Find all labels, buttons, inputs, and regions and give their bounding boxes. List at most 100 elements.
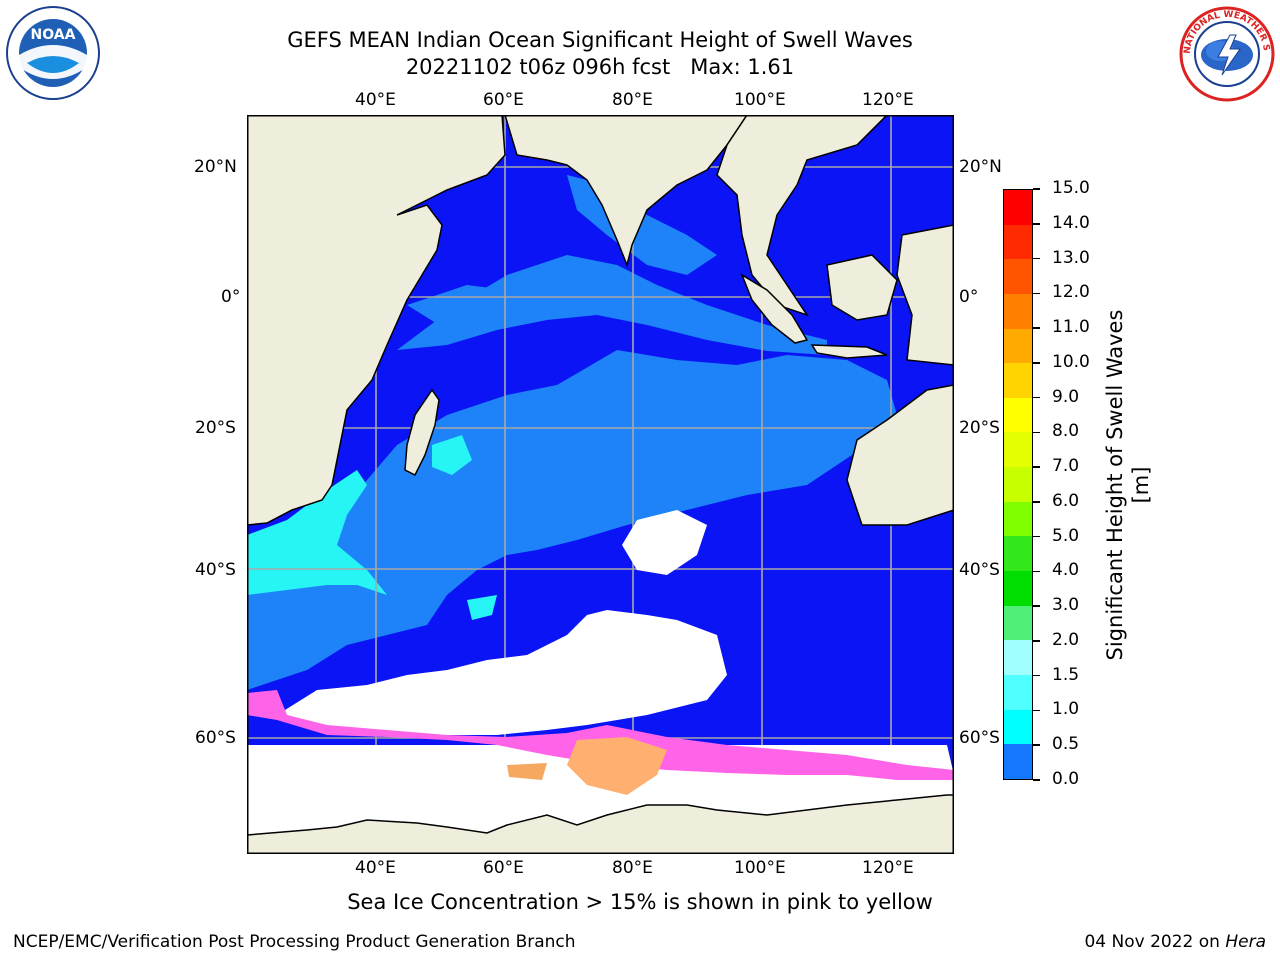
lon-label-top-40e: 40°E — [355, 90, 396, 110]
colorbar-segment — [1004, 363, 1032, 398]
sea-ice-conc-yellow — [567, 737, 667, 795]
colorbar-tick-mark — [1033, 431, 1040, 434]
land-east-indonesia — [896, 224, 954, 366]
lat-label-left-40s: 40°S — [195, 560, 236, 580]
land-borneo — [826, 254, 898, 321]
lat-label-right-20s: 20°S — [959, 418, 1000, 438]
colorbar-segment — [1004, 432, 1032, 468]
colorbar-tick-label: 1.5 — [1052, 664, 1080, 685]
swell-high-region — [247, 470, 387, 595]
colorbar-tick-mark — [1033, 501, 1040, 503]
lat-label-right-40s: 40°S — [959, 560, 1000, 580]
land-antarctica — [247, 794, 954, 854]
colorbar-tick-mark — [1033, 640, 1040, 642]
colorbar-segment — [1004, 224, 1032, 260]
colorbar-tick-mark — [1033, 466, 1040, 468]
colorbar-tick-label: 10.0 — [1052, 351, 1090, 372]
lon-label-bottom-120e: 120°E — [862, 858, 914, 878]
colorbar-segment — [1004, 640, 1032, 675]
colorbar-tick-mark — [1033, 257, 1040, 260]
colorbar-segment — [1004, 328, 1032, 364]
colorbar-segment — [1004, 605, 1032, 641]
title-line2: 20221102 t06z 096h fcst Max: 1.61 — [405, 55, 795, 79]
colorbar-tick-label: 1.0 — [1052, 699, 1080, 720]
colorbar-segment — [1004, 397, 1032, 433]
colorbar-segment — [1004, 536, 1032, 572]
footer-date-text: 04 Nov 2022 on — [1084, 932, 1226, 952]
lon-label-top-120e: 120°E — [862, 90, 914, 110]
colorbar-tick-label: 2.0 — [1052, 629, 1080, 650]
lon-label-top-100e: 100°E — [734, 90, 786, 110]
colorbar-label: Significant Height of Swell Waves [m] — [1103, 309, 1153, 661]
colorbar-tick-label: 14.0 — [1052, 212, 1090, 233]
swell-high-patch2 — [467, 595, 497, 620]
colorbar-tick-label: 7.0 — [1052, 456, 1080, 477]
colorbar-tick-mark — [1033, 362, 1040, 364]
lat-label-left-60s: 60°S — [195, 728, 236, 748]
colorbar-segment — [1004, 259, 1032, 294]
colorbar-tick-label: 15.0 — [1052, 178, 1090, 198]
colorbar-segment — [1004, 293, 1032, 329]
colorbar-tick-mark — [1033, 744, 1040, 746]
colorbar-tick-mark — [1033, 605, 1040, 607]
colorbar-tick-mark — [1033, 188, 1040, 190]
colorbar-tick-label: 12.0 — [1052, 282, 1090, 303]
noaa-logo-text: NOAA — [31, 27, 76, 43]
lat-label-right-60s: 60°S — [959, 728, 1000, 748]
lon-label-bottom-40e: 40°E — [355, 858, 396, 878]
colorbar-tick-mark — [1033, 223, 1040, 225]
land-africa-arabia — [247, 115, 506, 526]
colorbar-segment — [1004, 571, 1032, 606]
colorbar-tick-label: 6.0 — [1052, 490, 1080, 511]
colorbar-segment — [1004, 744, 1032, 779]
colorbar — [1003, 189, 1033, 780]
lon-label-top-80e: 80°E — [612, 90, 653, 110]
land-java — [810, 344, 888, 359]
colorbar-tick-label: 0.0 — [1052, 769, 1080, 789]
footer-host: Hera — [1225, 932, 1266, 952]
lon-label-top-60e: 60°E — [483, 90, 524, 110]
colorbar-tick-label: 9.0 — [1052, 386, 1080, 407]
colorbar-segment — [1004, 501, 1032, 537]
colorbar-tick-label: 5.0 — [1052, 525, 1080, 546]
colorbar-tick-label: 0.5 — [1052, 734, 1080, 755]
land-se-asia — [716, 115, 889, 317]
lat-label-left-0: 0° — [221, 287, 241, 307]
sea-ice-white — [277, 610, 727, 735]
colorbar-tick-mark — [1033, 570, 1040, 573]
lon-label-bottom-60e: 60°E — [483, 858, 524, 878]
colorbar-tick-label: 8.0 — [1052, 421, 1080, 442]
nws-logo-icon: NATIONAL WEATHER SERVICE — [1175, 0, 1276, 103]
land-australia — [846, 384, 954, 526]
lon-label-bottom-100e: 100°E — [734, 858, 786, 878]
lat-label-left-20s: 20°S — [195, 418, 236, 438]
footer-org: NCEP/EMC/Verification Post Processing Pr… — [13, 932, 576, 952]
lat-label-left-20n: 20°N — [194, 157, 237, 177]
footer-date: 04 Nov 2022 on Hera — [1084, 932, 1266, 952]
sea-ice-conc-yellow2 — [507, 763, 547, 780]
sea-ice-note: Sea Ice Concentration > 15% is shown in … — [347, 890, 933, 914]
lat-label-right-0: 0° — [959, 287, 979, 307]
colorbar-tick-label: 3.0 — [1052, 595, 1080, 616]
colorbar-segment — [1004, 674, 1032, 710]
colorbar-tick-label: 4.0 — [1052, 560, 1080, 581]
colorbar-segment — [1004, 709, 1032, 745]
colorbar-tick-label: 11.0 — [1052, 317, 1090, 338]
ocean-map — [247, 115, 954, 854]
swell-high-patch — [432, 435, 472, 475]
land-sumatra — [740, 273, 809, 344]
colorbar-tick-mark — [1033, 327, 1040, 329]
colorbar-segment — [1004, 190, 1032, 225]
colorbar-tick-mark — [1033, 396, 1040, 399]
swell-mid-region — [247, 350, 897, 690]
lat-label-right-20n: 20°N — [959, 157, 1002, 177]
lon-label-bottom-80e: 80°E — [612, 858, 653, 878]
colorbar-tick-mark — [1033, 292, 1040, 295]
sea-ice-white-north — [622, 510, 707, 575]
land-madagascar — [404, 388, 440, 477]
colorbar-tick-mark — [1033, 709, 1040, 712]
sea-ice-concentration — [247, 690, 954, 780]
colorbar-tick-label: 13.0 — [1052, 247, 1090, 268]
colorbar-tick-mark — [1033, 674, 1040, 677]
colorbar-segment — [1004, 467, 1032, 502]
